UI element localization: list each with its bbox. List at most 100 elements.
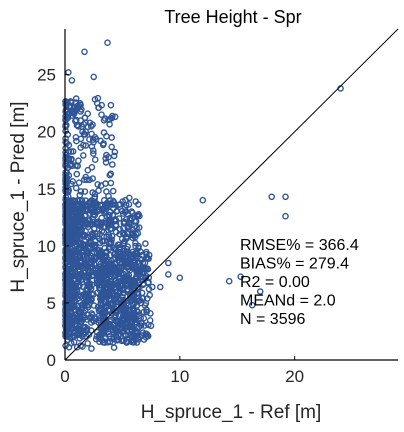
data-point <box>134 328 141 336</box>
data-point <box>79 316 86 324</box>
data-point <box>138 320 145 327</box>
data-point <box>83 264 90 272</box>
data-point <box>164 271 172 278</box>
data-point <box>103 303 111 310</box>
data-point <box>69 244 76 251</box>
data-point <box>75 209 82 217</box>
data-point <box>75 179 83 186</box>
data-point <box>106 171 114 179</box>
x-tick-label: 20 <box>285 367 304 386</box>
data-point <box>148 283 156 291</box>
data-point <box>99 336 106 344</box>
data-point <box>143 330 151 338</box>
data-point <box>80 283 87 291</box>
data-point <box>102 159 110 166</box>
data-point <box>176 274 184 282</box>
y-tick-label: 15 <box>37 180 56 199</box>
x-tick-label: 10 <box>170 367 189 386</box>
data-point <box>102 180 109 187</box>
data-point <box>133 268 140 276</box>
data-point <box>142 240 149 247</box>
data-point <box>77 188 85 195</box>
data-point <box>81 48 88 56</box>
x-tick-label: 0 <box>60 367 69 386</box>
data-point <box>98 111 105 118</box>
data-point <box>109 187 117 195</box>
data-point <box>80 233 87 240</box>
data-point <box>67 255 75 263</box>
data-point <box>68 77 76 84</box>
data-point <box>282 212 289 220</box>
data-point <box>144 255 151 262</box>
data-point <box>99 205 106 213</box>
data-point <box>63 169 71 177</box>
data-point <box>102 252 110 260</box>
data-point <box>133 265 141 273</box>
data-point <box>94 181 101 188</box>
y-tick-label: 10 <box>37 237 56 256</box>
data-point <box>71 218 79 226</box>
data-point <box>75 239 83 247</box>
data-point <box>103 151 110 159</box>
data-point <box>107 239 115 246</box>
data-point <box>100 260 107 267</box>
data-point <box>63 333 70 340</box>
data-point <box>125 331 132 339</box>
data-point <box>77 135 85 143</box>
data-point <box>86 314 94 322</box>
data-point <box>282 193 289 201</box>
data-point <box>142 274 150 282</box>
stat-line: BIAS% = 279.4 <box>240 256 349 273</box>
data-point <box>72 184 80 192</box>
data-point <box>102 304 109 312</box>
data-point <box>106 272 113 280</box>
data-point <box>130 292 137 300</box>
data-point <box>72 95 80 102</box>
data-point <box>85 217 93 225</box>
data-point <box>108 290 116 298</box>
data-point <box>91 133 99 141</box>
data-point <box>105 231 113 239</box>
data-point <box>79 247 87 254</box>
data-point <box>92 254 99 262</box>
data-point <box>62 175 70 183</box>
data-point <box>97 222 104 230</box>
data-point <box>86 283 94 291</box>
data-point <box>82 227 89 235</box>
data-point <box>107 179 115 187</box>
data-point <box>143 306 150 314</box>
data-point <box>110 152 118 160</box>
data-point <box>134 334 142 342</box>
data-point <box>129 338 137 346</box>
data-point <box>91 190 99 198</box>
data-point <box>71 328 79 336</box>
data-point <box>97 248 105 255</box>
data-point <box>75 157 82 164</box>
data-point <box>115 201 123 209</box>
data-point <box>89 175 96 182</box>
data-point <box>111 148 119 156</box>
data-point <box>144 265 152 273</box>
data-point <box>115 263 123 271</box>
data-point <box>96 230 104 238</box>
data-point <box>119 229 126 237</box>
data-point <box>87 259 94 266</box>
stat-line: MEANd = 2.0 <box>240 293 336 310</box>
data-point <box>98 265 105 273</box>
data-point <box>80 323 87 331</box>
data-point <box>97 274 104 282</box>
data-point <box>85 279 93 287</box>
data-point <box>65 154 72 162</box>
data-point <box>94 289 101 297</box>
y-tick-label: 0 <box>47 351 56 370</box>
data-point <box>81 188 89 195</box>
data-point <box>69 148 77 155</box>
data-point <box>90 73 97 81</box>
data-point <box>63 248 70 256</box>
data-point <box>103 132 110 140</box>
data-point <box>136 297 143 304</box>
data-point <box>90 150 97 157</box>
data-point <box>109 112 116 120</box>
data-point <box>73 247 80 254</box>
data-point <box>109 201 117 208</box>
